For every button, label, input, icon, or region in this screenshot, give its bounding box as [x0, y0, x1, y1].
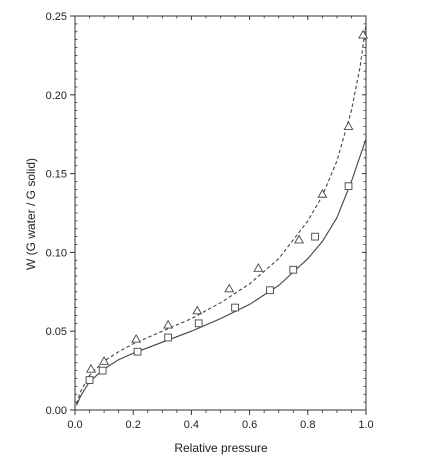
y-axis: 0.00 0.05 0.10 0.15 0.20 0.25: [46, 11, 366, 417]
x-axis-label: Relative pressure: [174, 441, 268, 455]
plot-frame: [74, 15, 367, 411]
y-axis-label: W (G water / G solid): [24, 158, 38, 270]
fit-lines: [75, 23, 367, 406]
solid-fit-line: [75, 138, 367, 406]
dashed-fit-line: [75, 23, 367, 404]
triangle-marker: [192, 305, 203, 315]
triangle-marker: [358, 29, 369, 39]
triangle-marker: [99, 356, 110, 365]
y-tick-label: 0.20: [46, 90, 67, 102]
plot-border: [74, 15, 367, 411]
triangle-marker: [131, 333, 142, 343]
x-axis: 0.0 0.2 0.4 0.6 0.8 1.0: [67, 16, 374, 431]
triangle-marker: [163, 319, 174, 329]
triangle-marker: [253, 263, 264, 272]
triangle-marker: [86, 363, 96, 373]
y-tick-label: 0.15: [46, 169, 67, 181]
x-tick-label: 0.0: [67, 419, 82, 431]
square-marker: [266, 286, 274, 295]
data-points: [85, 29, 369, 384]
square-marker: [85, 376, 94, 384]
x-tick-label: 0.6: [242, 419, 257, 431]
x-tick-label: 0.2: [126, 419, 141, 431]
y-tick-label: 0.00: [46, 405, 67, 417]
minor-ticks: [75, 16, 366, 413]
square-marker: [311, 232, 319, 241]
y-tick-label: 0.05: [46, 326, 67, 338]
square-marker: [289, 265, 298, 274]
x-tick-label: 0.8: [300, 419, 315, 431]
x-tick-label: 0.4: [184, 419, 199, 431]
y-tick-label: 0.10: [46, 247, 67, 259]
square-marker: [231, 303, 239, 312]
square-marker: [164, 333, 172, 342]
square-marker: [98, 366, 107, 375]
triangle-marker: [343, 121, 354, 130]
triangle-marker: [224, 283, 235, 293]
x-tick-label: 1.0: [358, 419, 373, 431]
triangle-marker: [294, 234, 305, 244]
square-marker: [344, 182, 353, 191]
square-marker: [133, 347, 142, 356]
y-tick-label: 0.25: [46, 11, 67, 23]
triangle-marker: [317, 188, 328, 198]
square-marker: [194, 319, 203, 328]
